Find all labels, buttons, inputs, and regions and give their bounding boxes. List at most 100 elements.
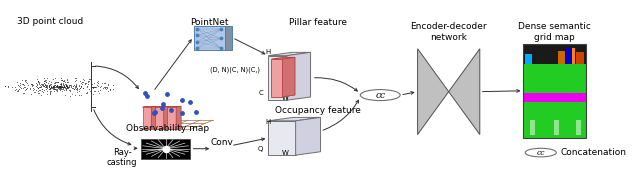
Point	[60, 80, 70, 83]
Point	[58, 85, 68, 88]
Point	[166, 108, 176, 111]
Point	[68, 84, 79, 86]
Point	[52, 85, 63, 88]
Point	[33, 80, 43, 83]
Point	[142, 94, 152, 97]
Point	[177, 112, 188, 115]
Point	[51, 89, 61, 91]
Point	[70, 83, 81, 85]
Point	[38, 83, 49, 85]
Circle shape	[525, 148, 556, 157]
Point	[72, 89, 82, 92]
Point	[61, 85, 71, 88]
Point	[88, 87, 99, 90]
Point	[76, 84, 86, 87]
Polygon shape	[271, 57, 295, 59]
Point	[56, 85, 67, 88]
Point	[150, 111, 161, 114]
Point	[76, 81, 86, 84]
Point	[37, 83, 47, 86]
Point	[192, 28, 202, 30]
Point	[192, 40, 202, 43]
Point	[26, 92, 36, 95]
Point	[18, 83, 28, 86]
Point	[67, 86, 77, 89]
Point	[58, 79, 68, 82]
Point	[74, 84, 84, 87]
Bar	[554, 120, 559, 135]
Point	[51, 84, 61, 87]
Point	[44, 93, 54, 95]
Point	[40, 82, 50, 85]
Point	[93, 90, 103, 92]
Point	[20, 79, 31, 81]
Point	[42, 93, 52, 96]
Point	[63, 86, 74, 89]
Point	[103, 89, 113, 92]
Point	[70, 87, 81, 90]
Point	[140, 92, 150, 95]
Point	[49, 84, 59, 87]
Point	[42, 77, 52, 79]
Point	[38, 90, 48, 93]
Bar	[558, 51, 566, 64]
Polygon shape	[164, 106, 169, 129]
Point	[67, 93, 77, 96]
Point	[185, 101, 195, 104]
Point	[39, 82, 49, 84]
Point	[42, 86, 52, 89]
Bar	[576, 52, 584, 64]
Point	[17, 78, 27, 81]
Point	[59, 79, 69, 82]
Point	[103, 83, 113, 85]
Point	[27, 83, 37, 86]
Point	[70, 85, 80, 88]
Point	[77, 80, 88, 83]
Point	[148, 112, 159, 114]
Point	[46, 85, 56, 88]
Point	[72, 87, 83, 90]
Point	[30, 91, 40, 94]
Point	[12, 89, 22, 92]
Point	[55, 86, 65, 89]
Point	[47, 86, 57, 88]
Text: Occupancy feature: Occupancy feature	[275, 106, 361, 115]
Point	[53, 85, 63, 88]
Point	[78, 81, 88, 84]
Text: W: W	[282, 95, 289, 101]
Point	[81, 81, 91, 84]
Point	[26, 83, 36, 86]
Point	[55, 88, 65, 91]
Point	[52, 88, 62, 91]
Point	[38, 84, 49, 86]
Text: H: H	[266, 49, 271, 55]
Point	[53, 85, 63, 88]
Point	[55, 85, 65, 88]
Point	[47, 84, 58, 87]
Point	[54, 85, 65, 88]
Point	[57, 85, 67, 88]
Point	[97, 81, 108, 84]
Polygon shape	[155, 107, 164, 129]
Point	[35, 89, 45, 92]
Point	[61, 88, 71, 91]
Point	[58, 88, 68, 90]
Point	[56, 85, 67, 88]
Point	[70, 87, 80, 90]
Point	[158, 103, 168, 106]
Point	[13, 84, 23, 86]
Point	[72, 91, 82, 94]
Point	[65, 89, 75, 92]
Point	[85, 78, 95, 80]
Point	[54, 86, 65, 88]
Point	[79, 78, 89, 81]
Point	[62, 86, 72, 89]
Point	[12, 88, 22, 91]
Point	[55, 83, 65, 85]
Bar	[141, 139, 191, 159]
Bar	[564, 48, 572, 64]
Point	[28, 84, 38, 86]
Polygon shape	[271, 59, 282, 97]
Point	[55, 86, 65, 89]
Point	[54, 84, 64, 87]
